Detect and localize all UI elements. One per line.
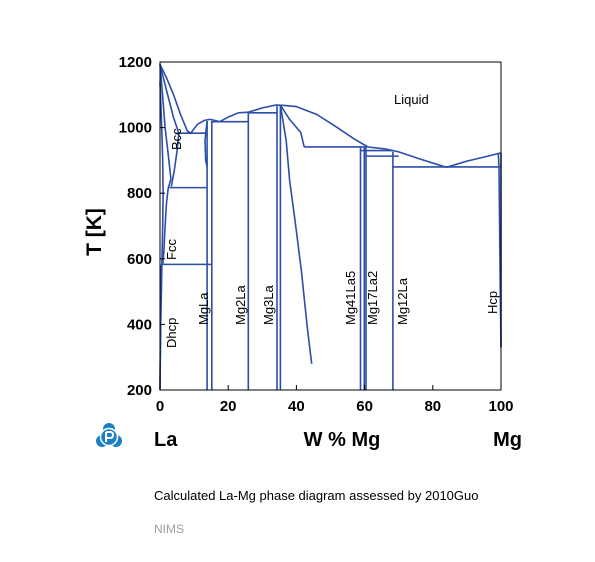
phase-label-liquid: Liquid	[394, 92, 429, 107]
boundary-bcc-right	[170, 133, 180, 187]
y-tick-label-200: 200	[127, 382, 152, 399]
phase-label-mg17la2: Mg17La2	[365, 271, 380, 325]
left-element-label: La	[154, 429, 178, 451]
x-tick-label-100: 100	[488, 398, 513, 415]
phase-boundaries	[159, 63, 502, 391]
right-element-label: Mg	[493, 429, 522, 451]
x-tick-label-60: 60	[356, 398, 373, 415]
boundary-liquidus-la-side	[159, 63, 192, 134]
x-axis-ticks: 0 20 40 60 80 100	[156, 385, 514, 415]
phase-label-bcc: Bcc	[169, 128, 184, 150]
plot-frame	[159, 61, 502, 391]
boundary-fcc-right	[161, 178, 172, 265]
x-tick-label-0: 0	[156, 398, 164, 415]
source-label: NIMS	[154, 522, 184, 536]
logo-letter-p	[105, 431, 115, 442]
x-tick-label-20: 20	[220, 398, 237, 415]
x-axis-title: W % Mg	[304, 429, 381, 451]
y-tick-label-400: 400	[127, 316, 152, 333]
boundary-liquidus-dome	[282, 104, 369, 148]
y-tick-label-1000: 1000	[119, 120, 152, 137]
boundary-bcc-liquid-solidus	[159, 64, 180, 134]
boundary-liquidus-mg2la	[219, 111, 249, 123]
boundary-liquidus-mg-rich	[367, 146, 447, 169]
boundary-mg3la-dome-left	[279, 104, 305, 148]
phase-labels: Liquid Bcc Fcc Dhcp MgLa Mg2La Mg3La Mg41La5 Mg1…	[164, 92, 500, 348]
boundary-mg3la-solvus	[279, 104, 313, 364]
boundary-bcc-left	[159, 64, 172, 180]
phase-label-mg2la: Mg2La	[233, 284, 248, 325]
y-tick-label-1200: 1200	[119, 54, 152, 71]
phase-label-hcp: Hcp	[485, 291, 500, 314]
figure-caption: Calculated La-Mg phase diagram assessed …	[154, 488, 479, 503]
y-tick-label-600: 600	[127, 251, 152, 268]
phase-label-fcc: Fcc	[164, 239, 179, 260]
y-axis-title: T [K]	[83, 208, 106, 256]
x-tick-label-80: 80	[424, 398, 441, 415]
pauling-logo-icon	[96, 423, 122, 447]
y-tick-label-800: 800	[127, 185, 152, 202]
y-axis-ticks: 200 400 600 800 1000 1200	[119, 54, 165, 399]
phase-label-dhcp: Dhcp	[164, 318, 179, 348]
phase-label-mgla: MgLa	[196, 292, 211, 325]
boundary-liquidus-hcp	[446, 152, 502, 169]
phase-label-mg41la5: Mg41La5	[343, 271, 358, 325]
x-tick-label-40: 40	[288, 398, 305, 415]
boundary-liquidus-mgla	[190, 118, 220, 134]
phase-label-mg3la: Mg3La	[261, 284, 276, 325]
boundary-liquidus-mg3la	[248, 104, 283, 113]
boundary-mgla-peritectic-left	[204, 120, 208, 168]
phase-label-mg12la: Mg12La	[395, 277, 410, 325]
